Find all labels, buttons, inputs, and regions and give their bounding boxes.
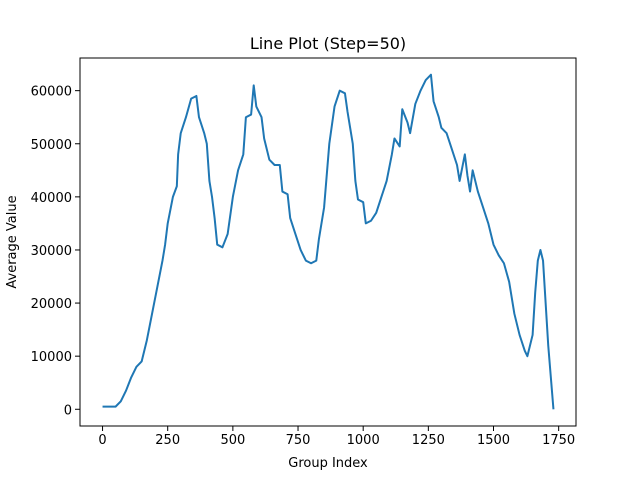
x-tick-label: 1000 [347, 433, 380, 448]
y-tick-label: 40000 [31, 191, 72, 206]
x-tick-label: 1250 [412, 433, 445, 448]
y-tick-label: 20000 [31, 297, 72, 312]
data-line [102, 73, 555, 410]
x-tick-label: 250 [155, 433, 180, 448]
y-tick-label: 10000 [31, 350, 72, 365]
chart-title: Line Plot (Step=50) [250, 34, 406, 53]
x-axis-label: Group Index [288, 456, 368, 471]
x-tick-label: 1750 [542, 433, 575, 448]
x-tick-label: 500 [220, 433, 245, 448]
x-tick-label: 0 [98, 433, 106, 448]
x-tick-label: 1500 [477, 433, 510, 448]
x-tick-label: 750 [286, 433, 311, 448]
y-tick-label: 50000 [31, 138, 72, 153]
y-tick-label: 30000 [31, 244, 72, 259]
y-axis-label: Average Value [5, 195, 20, 288]
y-tick-label: 60000 [31, 85, 72, 100]
y-tick-label: 0 [64, 403, 72, 418]
plot-frame [79, 57, 577, 427]
